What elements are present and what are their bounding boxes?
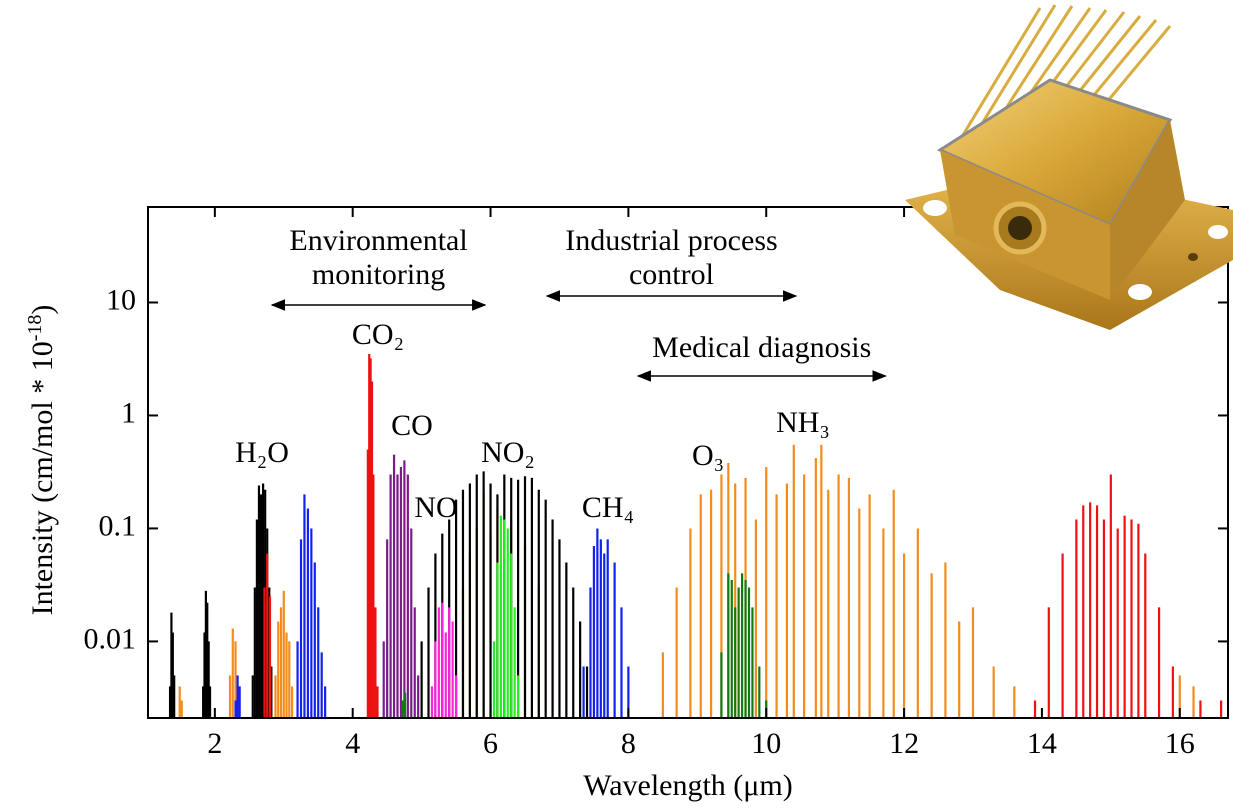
y-axis-title: Intensity (cm/mol * 10-18)	[24, 305, 59, 616]
range-label: monitoring	[312, 258, 445, 291]
species-label: H₂O	[235, 436, 289, 469]
y-tick-label: 0.1	[99, 509, 137, 542]
x-axis-title: Wavelength (μm)	[583, 769, 792, 802]
species-label: CH₄	[582, 491, 634, 524]
laser-module-image	[905, 5, 1233, 330]
species-label: CO₂	[352, 318, 404, 351]
y-tick-label: 10	[106, 283, 136, 316]
x-tick-label: 2	[207, 727, 222, 760]
x-tick-label: 6	[483, 727, 498, 760]
y-tick-label: 1	[121, 396, 136, 429]
y-tick-label: 0.01	[84, 622, 137, 655]
species-label: NO	[414, 491, 457, 524]
x-tick-label: 8	[621, 727, 636, 760]
x-tick-label: 14	[1027, 727, 1057, 760]
range-label: control	[629, 258, 714, 291]
range-label: Medical diagnosis	[652, 331, 871, 364]
species-label: NO₂	[481, 436, 535, 469]
x-tick-label: 16	[1165, 727, 1195, 760]
range-label: Environmental	[289, 224, 467, 257]
y-axis-title-sup: -18	[24, 315, 46, 342]
x-tick-label: 4	[345, 727, 360, 760]
range-label: Industrial process	[565, 224, 777, 257]
y-axis-title-end: )	[26, 305, 59, 315]
species-label: CO	[391, 409, 433, 442]
page: NH₃ H₂O CO₂ CH₄ CO NO NO₂ O₃ 2 4 6 8 10 12 14 16 0.01 0.1…	[0, 0, 1233, 810]
species-label: NH₃	[776, 406, 830, 439]
y-axis-title-text: Intensity (cm/mol * 10	[26, 341, 59, 615]
chart: NH₃ H₂O CO₂ CH₄ CO NO NO₂ O₃ 2 4 6 8 10 12 14 16 0.01 0.1…	[0, 0, 1233, 810]
x-tick-label: 12	[889, 727, 919, 760]
species-label: O₃	[692, 439, 724, 472]
x-tick-label: 10	[751, 727, 781, 760]
